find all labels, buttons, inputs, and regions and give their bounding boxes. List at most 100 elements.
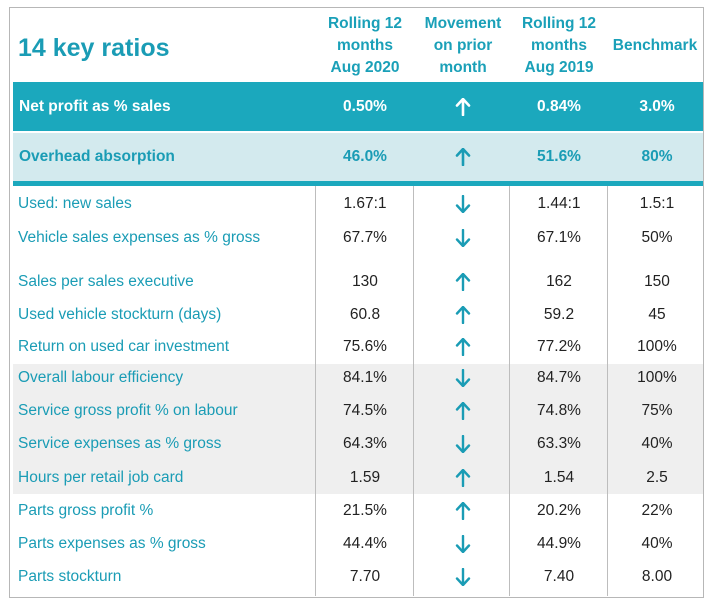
highlight-row-overhead-absorption: Overhead absorption 46.0% 51.6% 80% — [13, 133, 703, 186]
arrow-up-icon — [413, 331, 513, 363]
row-label: Service gross profit % on labour — [18, 402, 238, 419]
value-benchmark: 1.5:1 — [639, 195, 675, 212]
column-header-aug-2020: Rolling 12 months Aug 2020 — [315, 10, 415, 82]
highlight-row-net-profit: Net profit as % sales 0.50% 0.84% 3.0% — [13, 82, 703, 131]
row-label: Used: new sales — [18, 195, 132, 212]
column-header-aug-2019: Rolling 12 months Aug 2019 — [509, 10, 609, 82]
table-row: Vehicle sales expenses as % gross 67.7% 67… — [13, 222, 703, 254]
value-benchmark: 50% — [641, 229, 673, 246]
value-benchmark: 22% — [641, 502, 673, 519]
value-aug-2019: 59.2 — [543, 306, 575, 323]
row-label: Used vehicle stockturn (days) — [18, 306, 222, 323]
value-aug-2019: 51.6% — [537, 148, 581, 165]
value-aug-2019: 77.2% — [537, 338, 581, 355]
value-aug-2020: 74.5% — [343, 402, 387, 419]
table-row: Service gross profit % on labour 74.5% 74.… — [13, 395, 703, 427]
value-aug-2020: 130 — [352, 273, 378, 290]
header-line: Movement — [424, 15, 502, 32]
row-label: Parts expenses as % gross — [18, 535, 206, 552]
arrow-down-icon — [413, 528, 513, 560]
value-aug-2019: 7.40 — [543, 568, 575, 585]
value-aug-2019: 1.44:1 — [537, 195, 581, 212]
value-aug-2020: 0.50% — [343, 97, 387, 115]
value-benchmark: 100% — [637, 338, 677, 355]
table-row: Overall labour efficiency 84.1% 84.7% 100% — [13, 362, 703, 394]
header-line: Aug 2019 — [524, 59, 594, 76]
value-aug-2020: 84.1% — [343, 369, 387, 386]
column-header-benchmark: Benchmark — [607, 10, 703, 82]
row-label: Sales per sales executive — [18, 273, 194, 290]
arrow-down-icon — [413, 222, 513, 254]
value-aug-2020: 46.0% — [343, 148, 387, 165]
header-line: Aug 2020 — [330, 59, 400, 76]
value-benchmark: 45 — [648, 306, 666, 323]
value-benchmark: 75% — [641, 402, 673, 419]
column-divider — [315, 186, 316, 596]
value-aug-2020: 7.70 — [349, 568, 381, 585]
row-label: Parts gross profit % — [18, 502, 154, 519]
row-label: Overall labour efficiency — [18, 369, 184, 386]
value-aug-2020: 60.8 — [349, 306, 381, 323]
value-benchmark: 150 — [644, 273, 670, 290]
value-aug-2020: 75.6% — [343, 338, 387, 355]
table-row: Sales per sales executive 130 162 150 — [13, 266, 703, 298]
arrow-down-icon — [413, 428, 513, 460]
table-frame — [9, 7, 704, 598]
header-line: month — [439, 59, 487, 76]
value-benchmark: 40% — [641, 535, 673, 552]
arrow-up-icon — [413, 395, 513, 427]
row-label: Net profit as % sales — [19, 97, 171, 115]
table-row: Return on used car investment 75.6% 77.2% 1… — [13, 331, 703, 363]
row-label: Hours per retail job card — [18, 469, 184, 486]
value-aug-2019: 44.9% — [537, 535, 581, 552]
value-aug-2020: 1.59 — [349, 469, 381, 486]
arrow-down-icon — [413, 561, 513, 593]
value-aug-2020: 64.3% — [343, 435, 387, 452]
row-label: Vehicle sales expenses as % gross — [18, 229, 261, 246]
row-label: Service expenses as % gross — [18, 435, 222, 452]
column-divider — [413, 186, 414, 596]
value-benchmark: 80% — [641, 148, 673, 165]
value-aug-2019: 84.7% — [537, 369, 581, 386]
value-aug-2019: 162 — [546, 273, 572, 290]
arrow-down-icon — [413, 188, 513, 220]
value-aug-2020: 67.7% — [343, 229, 387, 246]
value-benchmark: 2.5 — [646, 469, 668, 486]
value-aug-2020: 21.5% — [343, 502, 387, 519]
table-row: Parts expenses as % gross 44.4% 44.9% 40% — [13, 528, 703, 560]
table-row: Service expenses as % gross 64.3% 63.3% 40% — [13, 428, 703, 460]
header-line: months — [337, 37, 393, 54]
value-aug-2019: 0.84% — [537, 97, 581, 115]
page-title: 14 key ratios — [18, 34, 170, 62]
arrow-down-icon — [413, 362, 513, 394]
shaded-group-service — [13, 364, 703, 494]
value-benchmark: 100% — [637, 369, 677, 386]
header-line: Rolling 12 — [327, 15, 403, 32]
column-divider — [607, 186, 608, 596]
arrow-up-icon — [413, 462, 513, 494]
header-line: Rolling 12 — [521, 15, 597, 32]
column-divider — [509, 186, 510, 596]
header-line: Benchmark — [612, 37, 698, 54]
header-line: on prior — [433, 37, 493, 54]
row-label: Parts stockturn — [18, 568, 122, 585]
row-label: Overhead absorption — [19, 148, 175, 165]
value-benchmark: 3.0% — [639, 97, 675, 115]
table-row: Used: new sales 1.67:1 1.44:1 1.5:1 — [13, 188, 703, 220]
arrow-up-icon — [413, 299, 513, 331]
value-aug-2019: 1.54 — [543, 469, 575, 486]
value-aug-2019: 74.8% — [537, 402, 581, 419]
table-row: Used vehicle stockturn (days) 60.8 59.2 45 — [13, 299, 703, 331]
value-aug-2020: 1.67:1 — [343, 195, 387, 212]
value-benchmark: 40% — [641, 435, 673, 452]
value-aug-2019: 63.3% — [537, 435, 581, 452]
header-line: months — [531, 37, 587, 54]
arrow-up-icon — [413, 82, 513, 131]
arrow-up-icon — [413, 495, 513, 527]
table-row: Hours per retail job card 1.59 1.54 2.5 — [13, 462, 703, 494]
column-header-movement: Movement on prior month — [413, 10, 513, 82]
row-label: Return on used car investment — [18, 338, 230, 355]
arrow-up-icon — [413, 266, 513, 298]
table-row: Parts stockturn 7.70 7.40 8.00 — [13, 561, 703, 593]
table-row: Parts gross profit % 21.5% 20.2% 22% — [13, 495, 703, 527]
